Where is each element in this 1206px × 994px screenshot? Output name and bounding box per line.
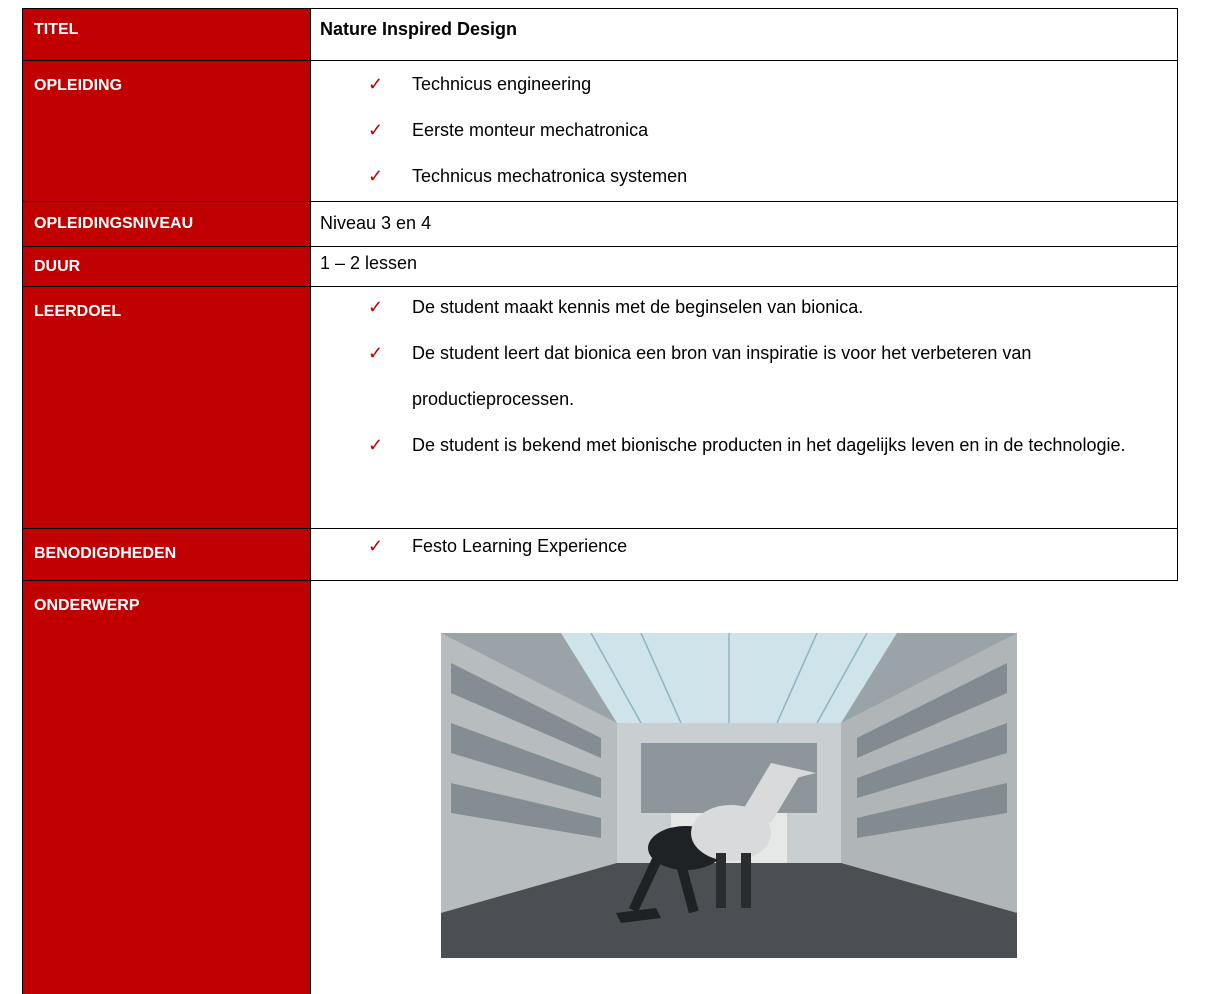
list-item: ✓ Eerste monteur mechatronica xyxy=(368,120,649,140)
item-text: Eerste monteur mechatronica xyxy=(412,120,649,140)
row-label: LEERDOEL xyxy=(22,287,311,528)
item-text: De student maakt kennis met de beginsele… xyxy=(412,297,864,317)
row-label: BENODIGDHEDEN xyxy=(22,529,311,580)
row-label: OPLEIDING xyxy=(22,61,311,201)
item-text: Technicus mechatronica systemen xyxy=(412,166,688,186)
row-label: DUUR xyxy=(22,247,311,286)
list-item: ✓ De student is bekend met bionische prod… xyxy=(368,435,1126,455)
row-label: OPLEIDINGSNIVEAU xyxy=(22,202,311,246)
item-text: Technicus engineering xyxy=(412,74,592,94)
row: OPLEIDINGSNIVEAU Niveau 3 en 4 xyxy=(22,201,1178,246)
duration-value: 1 – 2 lessen xyxy=(320,253,418,273)
table-border xyxy=(22,8,23,994)
row-label: ONDERWERP xyxy=(22,581,311,994)
table-border xyxy=(1177,8,1178,580)
row: OPLEIDING ✓ Technicus engineering ✓ Eerste… xyxy=(22,60,1178,201)
row-label: TITEL xyxy=(22,9,311,60)
list-item: ✓ Technicus mechatronica systemen xyxy=(368,166,688,186)
list-item: ✓ De student maakt kennis met de beginsel… xyxy=(368,297,864,317)
item-text: Festo Learning Experience xyxy=(412,536,628,556)
row: LEERDOEL ✓ De student maakt kennis met de… xyxy=(22,286,1178,528)
list-item: ✓ Festo Learning Experience xyxy=(368,536,628,556)
row: BENODIGDHEDEN ✓ Festo Learning Experience xyxy=(22,528,1178,580)
level-value: Niveau 3 en 4 xyxy=(320,213,432,233)
list-item: ✓ De student leert dat bionica een bron v… xyxy=(368,343,1032,409)
list: ✓ Festo Learning Experience xyxy=(368,523,1128,569)
item-text: De student leert dat bionica een bron va… xyxy=(412,343,1032,409)
list-item: ✓ Technicus engineering xyxy=(368,74,592,94)
row: TITEL Nature Inspired Design xyxy=(22,8,1178,60)
photo xyxy=(441,633,1017,958)
row: ONDERWERP xyxy=(22,580,1178,994)
list: ✓ De student maakt kennis met de beginsel… xyxy=(368,284,1138,468)
title-value: Nature Inspired Design xyxy=(320,19,518,39)
item-text: De student is bekend met bionische produ… xyxy=(412,435,1126,455)
row: DUUR 1 – 2 lessen xyxy=(22,246,1178,286)
list: ✓ Technicus engineering ✓ Eerste monteur m… xyxy=(368,61,1128,199)
